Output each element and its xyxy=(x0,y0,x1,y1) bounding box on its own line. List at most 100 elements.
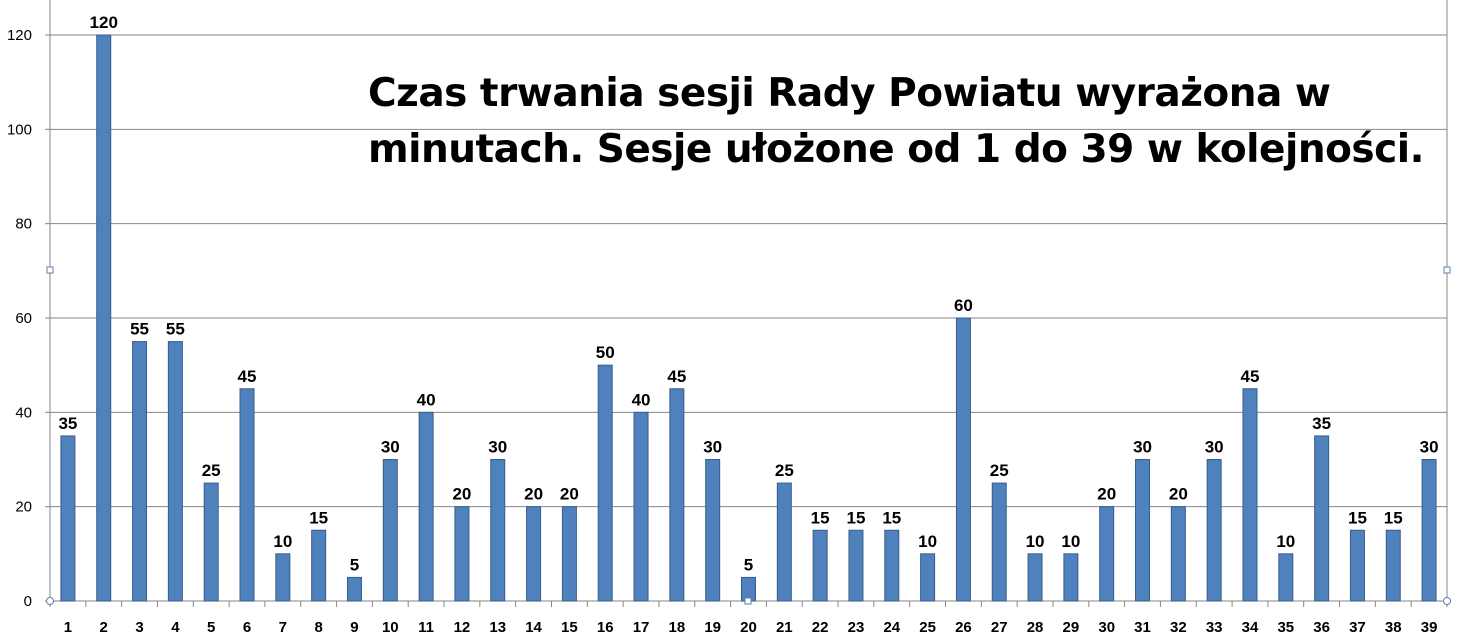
x-tick-label: 18 xyxy=(669,619,686,636)
bar xyxy=(1385,529,1401,602)
bar xyxy=(132,341,148,602)
bar xyxy=(1314,435,1330,602)
selection-handles[interactable] xyxy=(46,266,1451,605)
chart-title-line1: Czas trwania sesji Rady Powiatu wyrażona… xyxy=(368,71,1331,116)
x-tick-label: 23 xyxy=(848,619,865,636)
x-tick-label: 19 xyxy=(704,619,721,636)
data-label: 20 xyxy=(524,485,543,504)
bar xyxy=(1170,506,1186,602)
x-tick-label: 9 xyxy=(350,619,358,636)
x-tick-label: 24 xyxy=(883,619,900,636)
x-tick-label: 4 xyxy=(171,619,180,636)
x-tick-label: 35 xyxy=(1277,619,1294,636)
resize-handle[interactable] xyxy=(1443,266,1451,274)
x-tick-label: 22 xyxy=(812,619,829,636)
data-label: 40 xyxy=(417,390,436,409)
x-tick-label: 17 xyxy=(633,619,650,636)
bar xyxy=(776,482,792,602)
corner-handle[interactable] xyxy=(46,597,54,605)
x-tick-label: 6 xyxy=(243,619,251,636)
x-tick-label: 16 xyxy=(597,619,614,636)
data-label: 15 xyxy=(309,508,328,527)
x-tick-label: 29 xyxy=(1063,619,1080,636)
data-label: 45 xyxy=(1241,367,1260,386)
data-label: 10 xyxy=(273,532,292,551)
x-tick-label: 26 xyxy=(955,619,972,636)
data-label: 10 xyxy=(1061,532,1080,551)
bar xyxy=(669,388,685,602)
corner-handle[interactable] xyxy=(1443,597,1451,605)
x-tick-label: 37 xyxy=(1349,619,1366,636)
bar xyxy=(1242,388,1258,602)
data-label: 25 xyxy=(202,461,221,480)
data-label: 15 xyxy=(847,508,866,527)
x-tick-label: 34 xyxy=(1242,619,1259,636)
data-label: 25 xyxy=(775,461,794,480)
x-tick-label: 2 xyxy=(100,619,108,636)
x-tick-label: 8 xyxy=(314,619,322,636)
resize-handle[interactable] xyxy=(744,597,752,605)
x-axis: 1 2 3 4 5 6 7 8 9 10 11 12 13 14 15 16 17 18 19 20 21 22 23 24 2… xyxy=(49,600,1448,636)
bars xyxy=(60,34,1437,602)
x-tick-label: 30 xyxy=(1098,619,1115,636)
data-label: 30 xyxy=(381,438,400,457)
bar xyxy=(1135,459,1151,602)
bar xyxy=(920,553,936,602)
data-label: 50 xyxy=(596,343,615,362)
bar xyxy=(1099,506,1115,602)
data-label: 15 xyxy=(811,508,830,527)
bar xyxy=(633,411,649,602)
x-tick-label: 15 xyxy=(561,619,578,636)
bar xyxy=(1063,553,1079,602)
chart-title-line2: minutach. Sesje ułożone od 1 do 39 w kol… xyxy=(368,127,1424,172)
bar xyxy=(167,341,183,602)
bar xyxy=(490,459,506,602)
data-label: 25 xyxy=(990,461,1009,480)
data-label: 30 xyxy=(1133,438,1152,457)
bar xyxy=(741,576,756,602)
data-label: 15 xyxy=(1348,508,1367,527)
bar xyxy=(1027,553,1043,602)
bar xyxy=(526,506,542,602)
data-label: 30 xyxy=(703,438,722,457)
data-label: 20 xyxy=(1169,485,1188,504)
bar xyxy=(561,506,577,602)
data-label: 10 xyxy=(1026,532,1045,551)
bar xyxy=(346,576,362,602)
data-label: 30 xyxy=(1420,438,1439,457)
x-tick-label: 14 xyxy=(525,619,542,636)
y-tick-label: 20 xyxy=(15,499,32,516)
bar xyxy=(597,364,613,602)
y-tick-label: 120 xyxy=(7,27,32,44)
bar xyxy=(203,482,219,602)
bar xyxy=(275,553,291,602)
resize-handle[interactable] xyxy=(46,266,54,274)
bar xyxy=(454,506,470,602)
data-label: 40 xyxy=(632,390,651,409)
bar xyxy=(418,411,434,602)
data-label: 120 xyxy=(90,13,118,32)
data-label: 5 xyxy=(744,555,753,574)
data-label: 15 xyxy=(1384,508,1403,527)
bar xyxy=(1278,553,1294,602)
x-tick-label: 13 xyxy=(489,619,506,636)
x-tick-label: 12 xyxy=(454,619,471,636)
data-label: 20 xyxy=(452,485,471,504)
y-tick-label: 40 xyxy=(15,404,32,421)
bar xyxy=(991,482,1007,602)
bar xyxy=(382,459,398,602)
x-tick-label: 21 xyxy=(776,619,793,636)
x-tick-label: 31 xyxy=(1134,619,1151,636)
x-tick-label: 25 xyxy=(919,619,936,636)
bar xyxy=(705,459,721,602)
data-label: 15 xyxy=(882,508,901,527)
x-tick-label: 39 xyxy=(1421,619,1438,636)
data-label: 55 xyxy=(130,320,149,339)
chart-title: Czas trwania sesji Rady Powiatu wyrażona… xyxy=(368,66,1424,178)
bar xyxy=(955,317,971,602)
bar xyxy=(1421,459,1437,602)
x-tick-label: 7 xyxy=(279,619,287,636)
x-tick-label: 1 xyxy=(64,619,72,636)
bar xyxy=(311,529,327,602)
data-label: 45 xyxy=(667,367,686,386)
